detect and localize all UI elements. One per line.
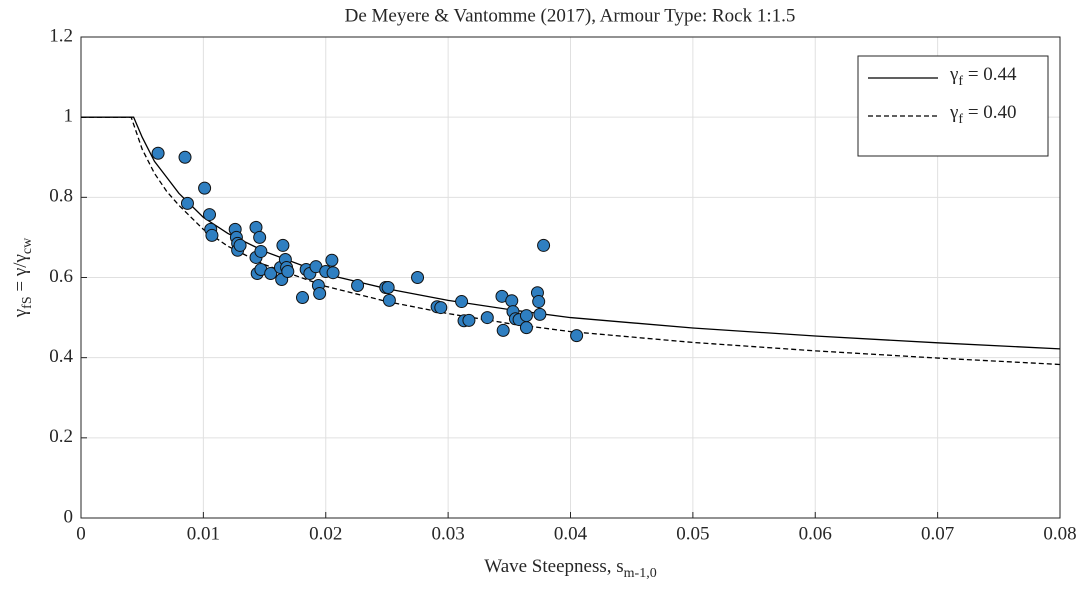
- data-point: [496, 323, 510, 337]
- data-point: [455, 295, 469, 309]
- data-point: [202, 208, 216, 222]
- data-point: [537, 238, 551, 252]
- text-part: γ: [10, 309, 31, 318]
- text-part: Wave Steepness, s: [484, 556, 623, 577]
- text-part: = γ/γ: [10, 254, 31, 296]
- text-part: f: [958, 74, 963, 89]
- x-tick-label: 0.05: [676, 523, 709, 544]
- data-point: [326, 266, 340, 280]
- data-point: [253, 230, 267, 244]
- data-point: [281, 264, 295, 278]
- legend-label: γf = 0.40: [949, 102, 1017, 127]
- x-tick-label: 0.01: [187, 523, 220, 544]
- data-point: [570, 329, 584, 343]
- data-point: [434, 301, 448, 315]
- text-part: = 0.44: [963, 64, 1017, 85]
- x-tick-label: 0.07: [921, 523, 954, 544]
- text-part: = 0.40: [963, 102, 1016, 123]
- y-axis-label: γfS = γ/γcw: [10, 237, 35, 318]
- x-tick-label: 0.06: [799, 523, 832, 544]
- data-point: [205, 228, 219, 242]
- data-point: [198, 181, 212, 195]
- data-point: [313, 287, 327, 301]
- data-point: [351, 279, 365, 293]
- text-part: γ: [949, 64, 958, 85]
- y-tick-label: 0.2: [49, 426, 73, 447]
- legend-label: γf = 0.44: [949, 64, 1017, 89]
- y-tick-label: 0.8: [49, 186, 73, 207]
- x-tick-label: 0.08: [1043, 523, 1076, 544]
- data-point: [264, 266, 278, 280]
- plot-frame: [80, 36, 1061, 519]
- chart-title: De Meyere & Vantomme (2017), Armour Type…: [345, 5, 796, 26]
- x-tick-label: 0.04: [554, 523, 588, 544]
- data-point: [382, 293, 396, 307]
- data-point: [233, 238, 247, 252]
- text-part: fS: [20, 296, 35, 308]
- data-point: [381, 281, 395, 295]
- data-point: [151, 146, 165, 160]
- data-point: [180, 196, 194, 210]
- data-point: [325, 253, 339, 267]
- text-part: m-1,0: [624, 566, 657, 581]
- data-point: [276, 238, 290, 252]
- data-point: [295, 291, 309, 305]
- data-point: [519, 309, 533, 323]
- text-part: γ: [949, 102, 958, 123]
- data-point: [533, 307, 547, 321]
- x-axis-label: Wave Steepness, sm-1,0: [484, 556, 656, 581]
- data-point: [462, 313, 476, 327]
- data-point: [411, 271, 425, 284]
- y-tick-label: 0.4: [49, 346, 73, 367]
- data-point: [254, 244, 268, 258]
- x-tick-label: 0.02: [309, 523, 342, 544]
- x-tick-label: 0.03: [432, 523, 465, 544]
- y-tick-label: 0: [64, 506, 74, 527]
- y-tick-label: 0.6: [49, 266, 73, 287]
- legend-box: [857, 55, 1049, 157]
- text-part: f: [958, 112, 963, 127]
- curve: [81, 116, 1061, 350]
- data-point: [532, 295, 546, 309]
- x-tick-label: 0: [76, 523, 86, 544]
- y-tick-label: 1: [64, 106, 74, 127]
- data-point: [178, 150, 192, 164]
- data-point: [505, 294, 519, 308]
- text-part: cw: [20, 237, 35, 254]
- data-point: [480, 311, 494, 325]
- curve: [81, 116, 1061, 366]
- data-point: [519, 321, 533, 335]
- y-tick-label: 1.2: [49, 25, 73, 46]
